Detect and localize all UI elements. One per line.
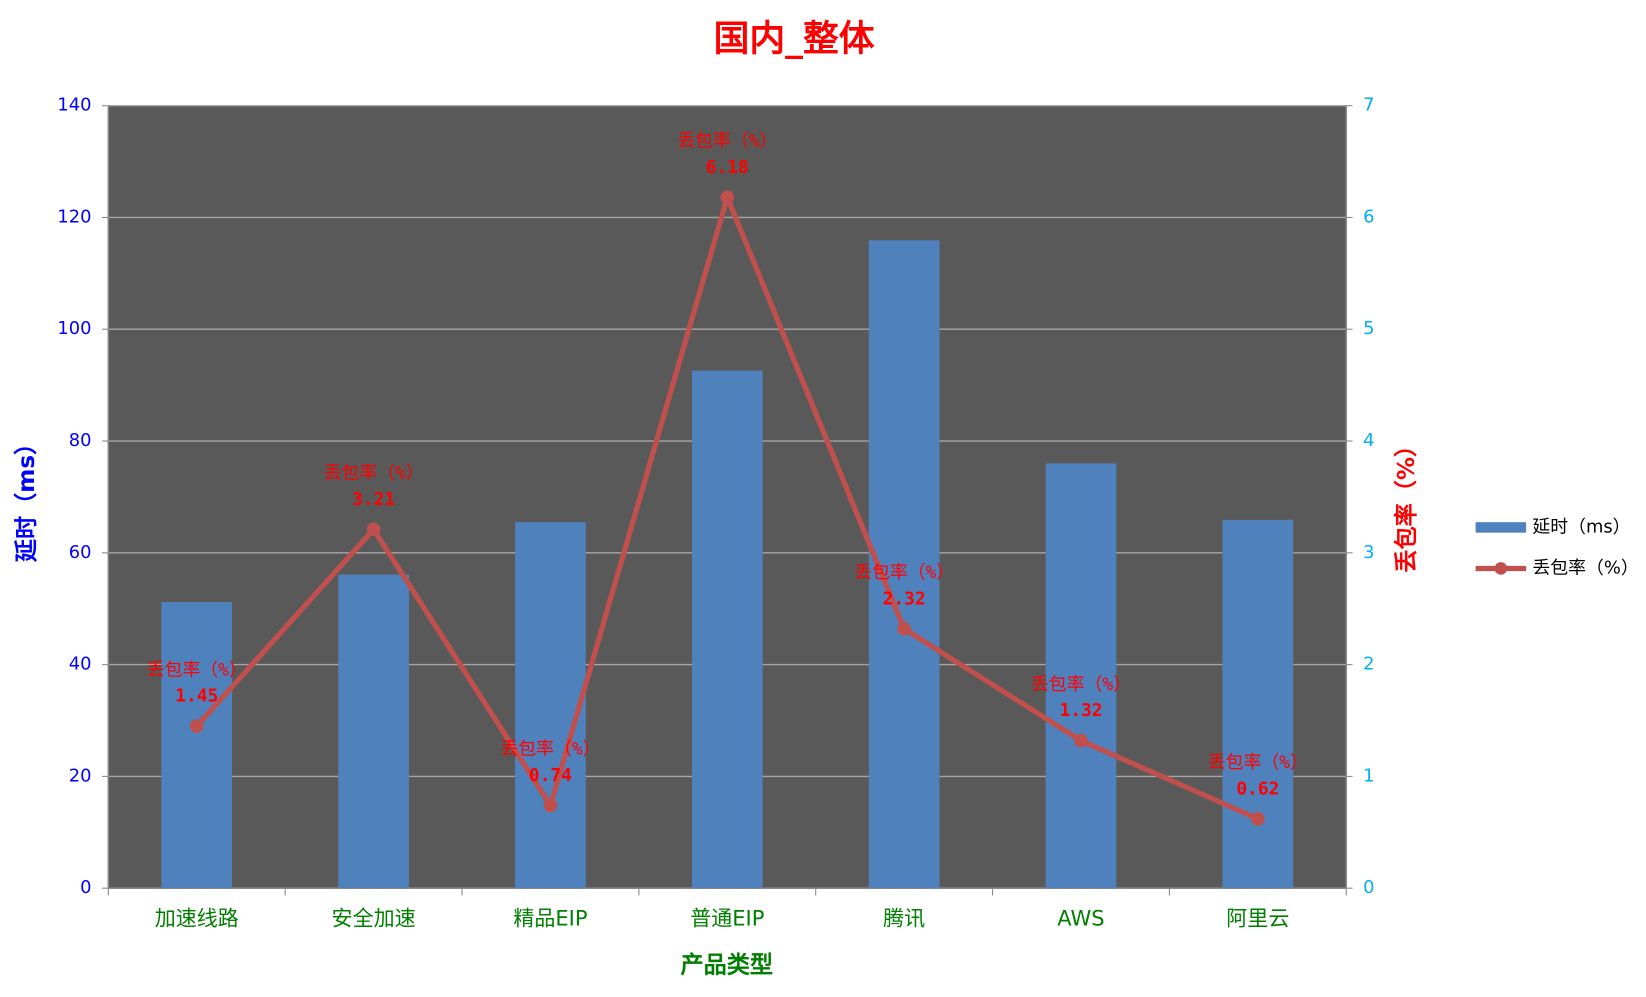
legend-swatch	[1475, 522, 1527, 533]
data-label-name: 丢包率（%）	[677, 131, 777, 152]
data-label: 1.45	[175, 686, 218, 707]
data-label: 3.21	[352, 489, 395, 510]
x-tick-label: 精品EIP	[513, 906, 587, 931]
y2-tick-label: 1	[1363, 765, 1374, 786]
data-label: 1.32	[1059, 700, 1102, 721]
line-point	[720, 190, 735, 205]
line-point	[1074, 733, 1088, 748]
x-tick-label: 腾讯	[883, 906, 925, 931]
data-label-name: 丢包率（%）	[1031, 674, 1131, 695]
y-tick-label: 0	[80, 877, 91, 898]
line-point	[543, 798, 558, 813]
bar	[691, 370, 763, 889]
data-label-name: 丢包率（%）	[147, 659, 247, 680]
data-label: 2.32	[883, 588, 926, 609]
legend-label: 丢包率（%）	[1532, 557, 1638, 578]
data-label-name: 丢包率（%）	[324, 463, 424, 484]
y-tick-label: 60	[69, 542, 92, 563]
bar	[515, 522, 586, 889]
y-tick-label: 20	[69, 765, 92, 786]
x-tick-label: 安全加速	[332, 906, 416, 931]
y2-tick-label: 0	[1363, 877, 1374, 898]
y2-tick-label: 3	[1363, 542, 1374, 563]
y-tick-label: 120	[57, 206, 91, 227]
y2-axis-title: 丢包率（%）	[1393, 434, 1420, 573]
data-label: 0.62	[1236, 778, 1279, 799]
bar	[1222, 519, 1294, 889]
legend-label: 延时（ms）	[1532, 516, 1630, 537]
x-tick-label: 加速线路	[155, 906, 239, 931]
y-axis-title: 延时（ms）	[13, 432, 40, 563]
legend-swatch	[1494, 562, 1508, 575]
data-label: 0.74	[529, 765, 572, 786]
y-tick-label: 40	[69, 654, 92, 675]
y2-tick-label: 6	[1363, 206, 1374, 227]
y-tick-label: 140	[57, 95, 91, 116]
line-point	[897, 621, 911, 636]
y-tick-label: 80	[69, 430, 92, 451]
bar	[868, 240, 940, 889]
bar	[161, 602, 233, 889]
bar	[338, 574, 409, 889]
y2-tick-label: 4	[1363, 430, 1374, 451]
chart-title: 国内_整体	[714, 18, 875, 59]
x-tick-label: 阿里云	[1226, 906, 1289, 931]
data-label-name: 丢包率（%）	[854, 562, 954, 583]
x-tick-label: AWS	[1057, 906, 1104, 931]
line-point	[366, 522, 381, 537]
y2-tick-label: 5	[1363, 318, 1374, 339]
data-label-name: 丢包率（%）	[500, 739, 600, 760]
y2-tick-label: 7	[1363, 95, 1374, 116]
data-label-name: 丢包率（%）	[1208, 752, 1308, 773]
line-point	[189, 719, 204, 733]
bar	[1045, 463, 1117, 889]
line-point	[1250, 812, 1265, 826]
x-axis-title: 产品类型	[681, 952, 774, 979]
x-tick-label: 普通EIP	[690, 906, 764, 931]
data-label: 6.18	[706, 157, 749, 178]
y-tick-label: 100	[57, 318, 91, 339]
y2-tick-label: 2	[1363, 654, 1374, 675]
